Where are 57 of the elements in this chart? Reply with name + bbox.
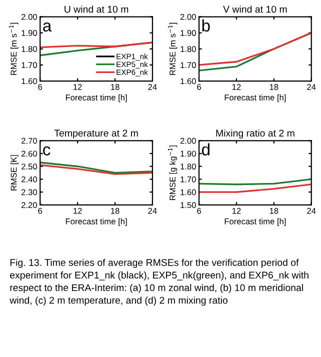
y-tick-label: 2.40: [22, 176, 38, 182]
y-axis-title: RMSE [m s$^{−1}$]: [168, 22, 178, 75]
y-tick-label: 1.90: [180, 150, 196, 157]
y-tick-label: 2.30: [22, 189, 38, 196]
x-tick-label: 6: [38, 84, 42, 90]
x-axis-title: Forecast time [h]: [66, 94, 127, 102]
y-axis-title: RMSE [m s$^{−1}$]: [9, 22, 18, 75]
x-tick-label: 6: [197, 208, 201, 214]
x-tick-label: 12: [74, 208, 82, 214]
x-axis-title: Forecast time [h]: [224, 94, 286, 102]
y-tick-label: 2.50: [22, 164, 38, 170]
y-tick-label: 1.50: [180, 202, 196, 208]
x-tick-label: 24: [307, 84, 316, 90]
y-tick-label: 1.80: [180, 46, 196, 52]
x-tick-label: 18: [111, 208, 120, 214]
chart-title: Temperature at 2 m: [54, 130, 138, 139]
y-tick-label: 1.90: [22, 30, 38, 36]
x-tick-label: 12: [232, 84, 241, 90]
chart-title: V wind at 10 m: [223, 6, 287, 13]
x-tick-label: 18: [270, 208, 278, 214]
annotation: a: [43, 22, 52, 32]
x-tick-label: 12: [232, 208, 241, 214]
caption: Fig. 13. Time series of average RMSEs for the verification period of experiment for EXP1_nk (black), EXP5_nk(green), and EXP6_nk with respect to the ERA-Interim: (a) 10 m zonal wind, (b) 10 m meridional wind, (c) 2 m temperature, and (d) 2 m mixing ratio: [10, 258, 308, 306]
y-tick-label: 1.80: [22, 46, 38, 52]
y-tick-label: 1.60: [180, 189, 196, 196]
y-tick-label: 1.90: [180, 30, 196, 36]
x-axis-title: Forecast time [h]: [66, 218, 127, 226]
chart-title: U wind at 10 m: [64, 6, 128, 13]
chart-title: Mixing ratio at 2 m: [216, 129, 294, 139]
y-tick-label: 1.70: [22, 62, 38, 68]
x-tick-label: 6: [197, 84, 201, 90]
y-tick-label: 1.70: [180, 62, 196, 68]
x-tick-label: 24: [148, 208, 157, 214]
y-tick-label: 2.00: [180, 138, 196, 144]
x-tick-label: 18: [111, 84, 120, 90]
y-tick-label: 2.60: [22, 150, 38, 157]
line-series: [40, 164, 152, 175]
x-tick-label: 24: [307, 208, 316, 214]
line-series: [40, 162, 152, 174]
annotation: b: [202, 19, 210, 32]
x-axis-title: Forecast time [h]: [224, 218, 286, 226]
y-tick-label: 1.80: [180, 164, 196, 170]
y-axis-title: RMSE [g kg$^{−1}$]: [168, 146, 178, 200]
x-tick-label: 24: [148, 84, 157, 90]
y-tick-label: 1.60: [22, 78, 38, 84]
y-axis-title: RMSE [K]: [10, 155, 18, 190]
y-tick-label: 2.00: [22, 14, 38, 20]
annotation: d: [202, 143, 210, 156]
annotation: c: [43, 146, 50, 156]
y-tick-label: 1.60: [180, 78, 196, 84]
x-tick-label: 6: [38, 208, 42, 214]
y-tick-label: 2.70: [22, 138, 38, 144]
x-tick-label: 18: [270, 84, 278, 90]
x-tick-label: 12: [74, 84, 82, 90]
y-tick-label: 2.00: [180, 14, 196, 20]
y-tick-label: 2.20: [22, 202, 38, 208]
y-tick-label: 1.70: [180, 176, 196, 182]
